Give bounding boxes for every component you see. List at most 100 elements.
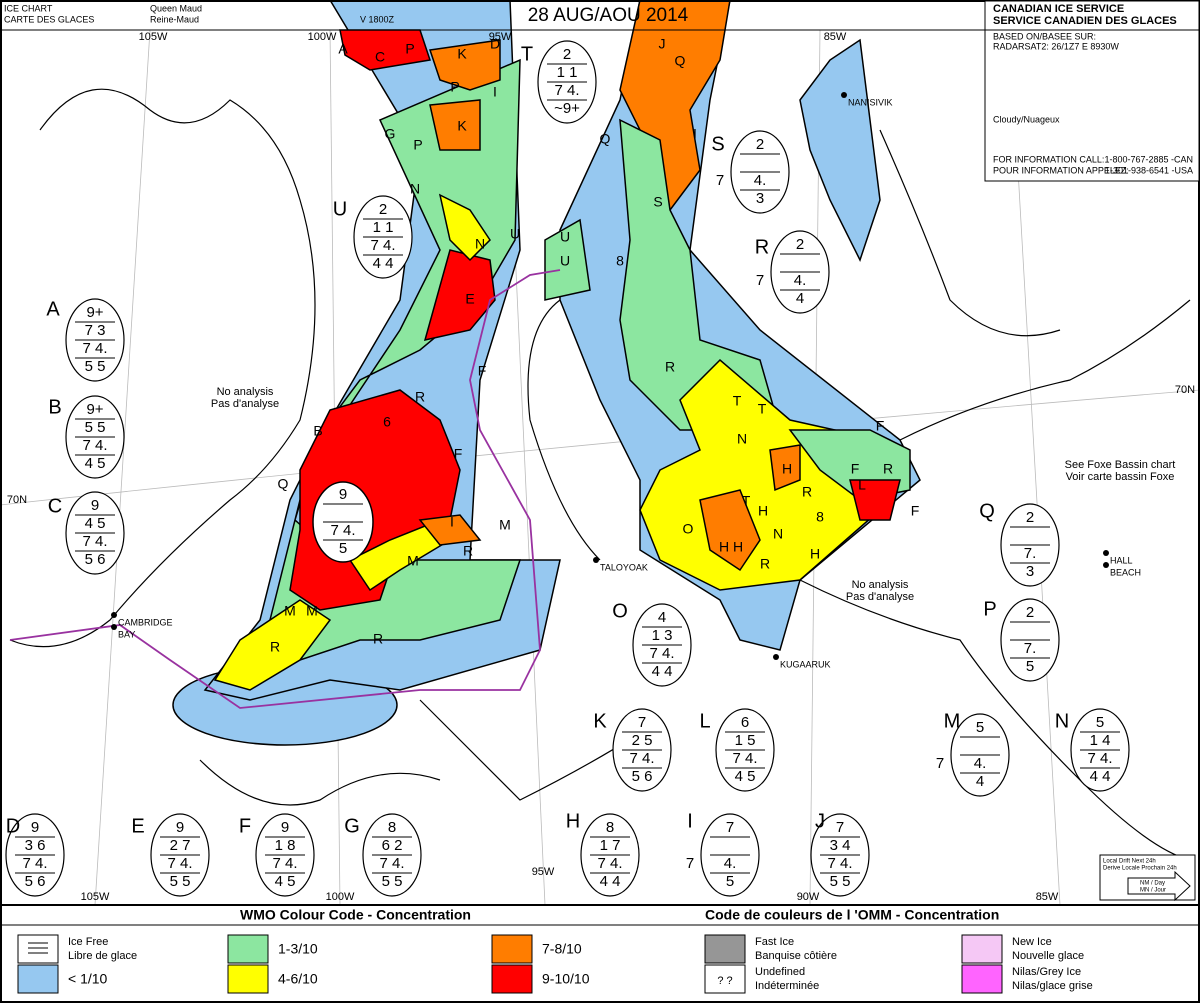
graticule-label: 100W [326,891,355,903]
egg-form: 5 5 [170,873,191,890]
egg-form: 4 5 [275,873,296,890]
region-label: G [385,126,396,142]
egg-stage: 7 4. [827,855,852,872]
egg-letter: O [612,600,628,622]
egg-stage: 4. [724,855,737,872]
egg-form: 5 6 [25,873,46,890]
egg-total: 9 [91,497,99,514]
egg-letter: N [1055,710,1069,732]
graticule-label: 90W [797,891,820,903]
egg-conc: 1 8 [275,837,296,854]
graticule-label: 70N [1175,384,1195,396]
graticule-label: 85W [1036,891,1059,903]
egg-letter: Q [979,500,995,522]
place-dot [111,612,117,618]
graticule-label: 100W [308,31,337,43]
egg-form: 5 5 [85,358,106,375]
place-name: CAMBRIDGE [118,617,173,627]
drift: NM / Day [1140,881,1165,887]
egg-stage: 7 4. [732,750,757,767]
region-label: M [407,553,419,569]
region-label: E [465,291,474,307]
region: Reine-Maud [150,14,199,24]
service: CANADIAN ICE SERVICE [993,3,1124,15]
legend-swatch [227,964,269,994]
region-label: P [405,41,414,57]
region-label: F [478,363,487,379]
region-label: U [510,226,520,242]
weather: Cloudy/Nuageux [993,114,1060,124]
egg-conc: 4 5 [85,515,106,532]
egg-side: 7 [936,755,944,772]
region-label: K [457,46,467,62]
note: Pas d'analyse [211,398,279,410]
egg-conc: 3 4 [830,837,851,854]
chart-name: CARTE DES GLACES [4,14,94,24]
egg-letter: D [6,815,20,837]
region-label: R [665,359,675,375]
egg-conc: 1 7 [600,837,621,854]
region-label: F [876,418,885,434]
legend-swatch [17,964,59,994]
legend-title: Code de couleurs de l 'OMM - Concentrati… [705,907,999,923]
region-label: L [858,477,866,493]
legend-label: Nouvelle glace [1012,950,1084,962]
graticule-label: 85W [824,31,847,43]
legend-swatch [227,934,269,964]
legend-label: Libre de glace [68,950,137,962]
ice-areas-west [172,0,561,746]
egg-conc: 3 6 [25,837,46,854]
egg-form: 4 4 [373,255,394,272]
egg-conc: 1 5 [735,732,756,749]
legend-swatch [491,934,533,964]
note: No analysis [217,386,274,398]
egg-total: 9 [281,819,289,836]
region-label: K [457,118,467,134]
legend-label: Indéterminée [755,980,819,992]
egg-letter: A [46,298,60,320]
egg-conc: 2 7 [170,837,191,854]
egg-form: 5 6 [632,768,653,785]
egg-stage: 7 4. [370,237,395,254]
egg-stage: 7. [1024,545,1037,562]
shipping-route [9,269,561,709]
legend-swatch [704,934,746,964]
egg-stage: 7 4. [167,855,192,872]
region-label: M [499,517,511,533]
egg-form: 4 [976,773,984,790]
region-label: T [742,493,751,509]
drift: Derive Locale Prochain 24h [1103,866,1177,872]
info: FOR INFORMATION CALL: [993,154,1104,164]
region-label: 8 [616,253,624,269]
egg-total: 2 [756,136,764,153]
egg-form: 4 [796,290,804,307]
region-label: S [653,194,662,210]
egg-conc: 1 1 [373,219,394,236]
egg-total: 7 [638,714,646,731]
ice-areas-east [544,0,921,651]
region-label: H [758,503,768,519]
egg-form: ~9+ [554,100,580,117]
egg-stage: 7 4. [1087,750,1112,767]
egg-form: 3 [756,190,764,207]
region-label: F [851,461,860,477]
region-label: R [802,484,812,500]
graticule-label: 105W [81,891,110,903]
egg-total: 9+ [86,401,103,418]
place-dot [841,92,847,98]
place-name: BEACH [1110,567,1141,577]
region-label: Q [600,131,611,147]
region-label: R [883,461,893,477]
legend-label: < 1/10 [68,971,108,987]
place-name: TALOYOAK [600,562,648,572]
egg-stage: 4. [974,755,987,772]
region-label: U [560,253,570,269]
egg-form: 5 5 [382,873,403,890]
egg-form: 5 [339,540,347,557]
place-name: NANISIVIK [848,97,893,107]
egg-form: 4 4 [600,873,621,890]
egg-total: 5 [976,719,984,736]
egg-stage: 7 4. [597,855,622,872]
